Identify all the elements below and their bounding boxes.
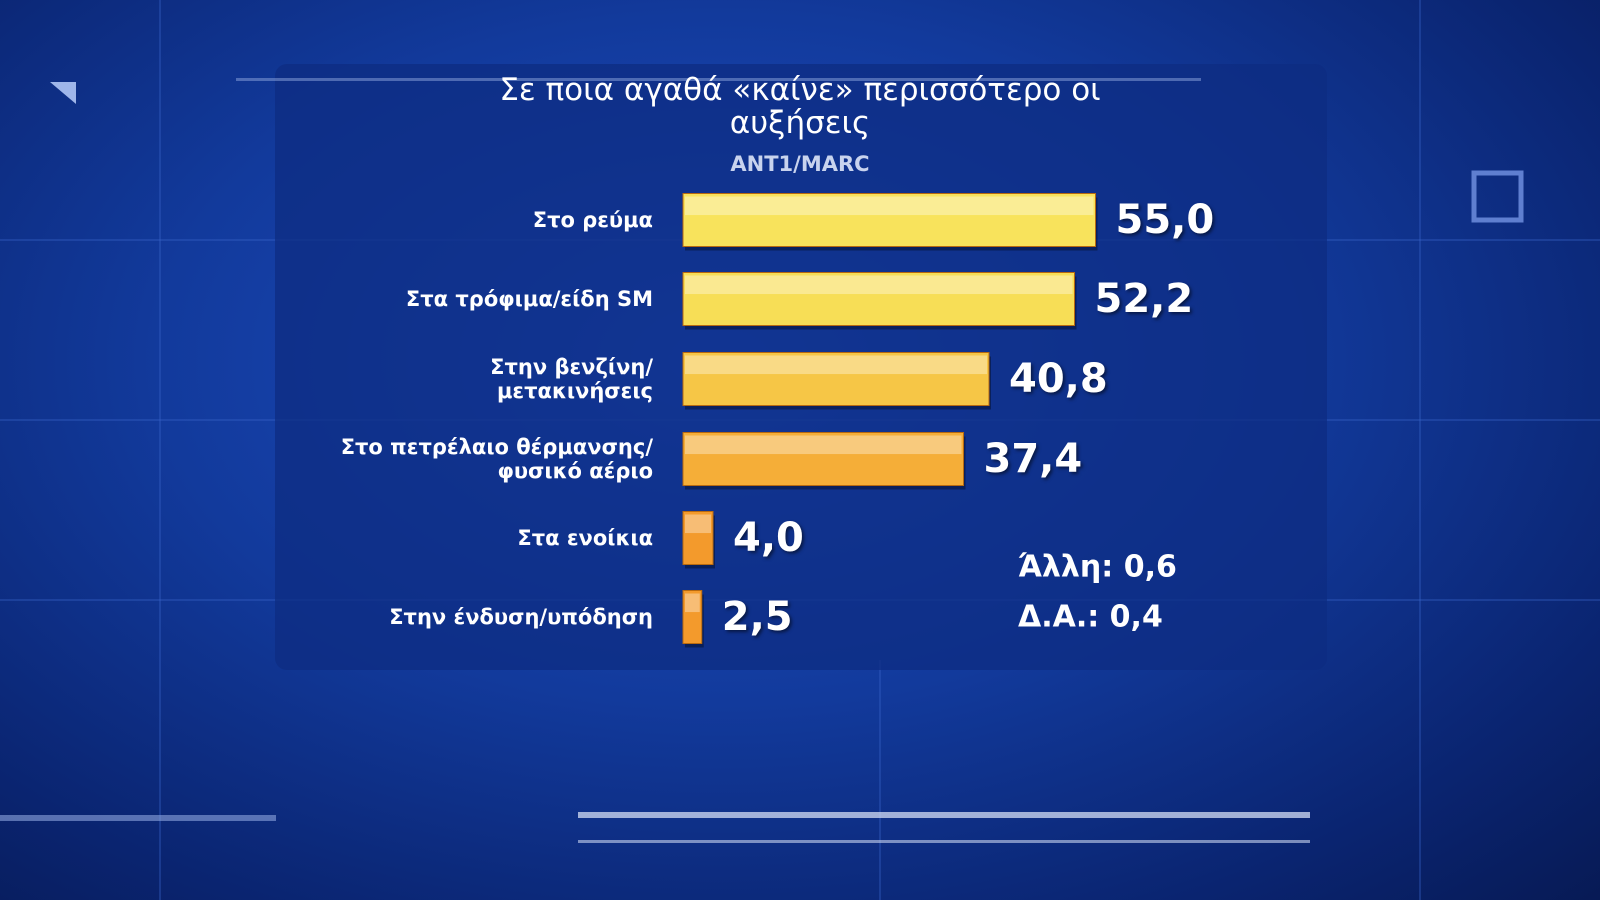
deco-line [578,840,1310,843]
bar [682,352,990,406]
corner-mark [50,82,76,104]
category-label: Στην ένδυση/υπόδηση [389,605,653,629]
bar-highlight [685,275,1073,295]
bar [682,511,714,565]
deco-line [0,815,276,821]
bar [682,590,703,644]
category-label: Στα τρόφιμα/είδη SM [405,287,653,311]
bar-highlight [685,355,987,375]
square-icon [1471,170,1524,223]
bar [682,432,964,486]
category-label: Στην βενζίνη/ μετακινήσεις [490,355,653,403]
category-label: Στο ρεύμα [532,208,653,232]
bar-highlight [685,196,1094,216]
bar-highlight [685,593,700,613]
bar-highlight [685,514,711,534]
category-label: Στο πετρέλαιο θέρμανσης/ φυσικό αέριο [340,435,653,483]
annotation: Άλλη: 0,6 [1018,549,1177,585]
annotation: Δ.Α.: 0,4 [1018,599,1163,635]
chart-title: Σε ποια αγαθά «καίνε» περισσότερο οι αυξ… [499,72,1101,141]
bar [682,272,1075,326]
value-label: 40,8 [1009,356,1108,402]
chart-subtitle: ANT1/MARC [730,152,870,176]
value-label: 2,5 [721,594,793,640]
category-label: Στα ενοίκια [517,526,653,550]
value-label: 55,0 [1115,197,1215,243]
value-label: 37,4 [983,436,1083,482]
bar [682,193,1096,247]
bar-highlight [685,435,962,455]
deco-line [578,812,1310,818]
deco-line [236,78,1201,81]
value-label: 4,0 [733,515,804,561]
value-label: 52,2 [1094,276,1194,322]
